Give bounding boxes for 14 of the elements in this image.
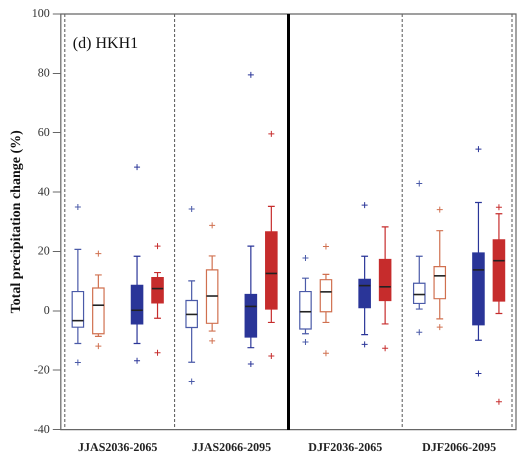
y-tick-label: 0 [44, 303, 50, 318]
y-tick-label: 100 [32, 6, 50, 20]
y-axis-title: Total precipitation change (%) [9, 130, 24, 314]
y-tick-label: 40 [38, 184, 50, 198]
x-tick-label: JJAS2066-2095 [192, 440, 272, 454]
x-tick-label: DJF2066-2095 [422, 440, 496, 454]
annotation: (d) HKH1 [72, 35, 138, 52]
x-tick-label: DJF2036-2065 [308, 440, 382, 454]
x-tick-label: JJAS2036-2065 [78, 440, 158, 454]
y-tick-label: 60 [38, 124, 50, 139]
y-tick-label: -40 [34, 422, 50, 436]
y-tick-label: 80 [38, 66, 50, 80]
y-tick-label: 20 [38, 244, 50, 258]
y-tick-label: -20 [34, 362, 50, 376]
